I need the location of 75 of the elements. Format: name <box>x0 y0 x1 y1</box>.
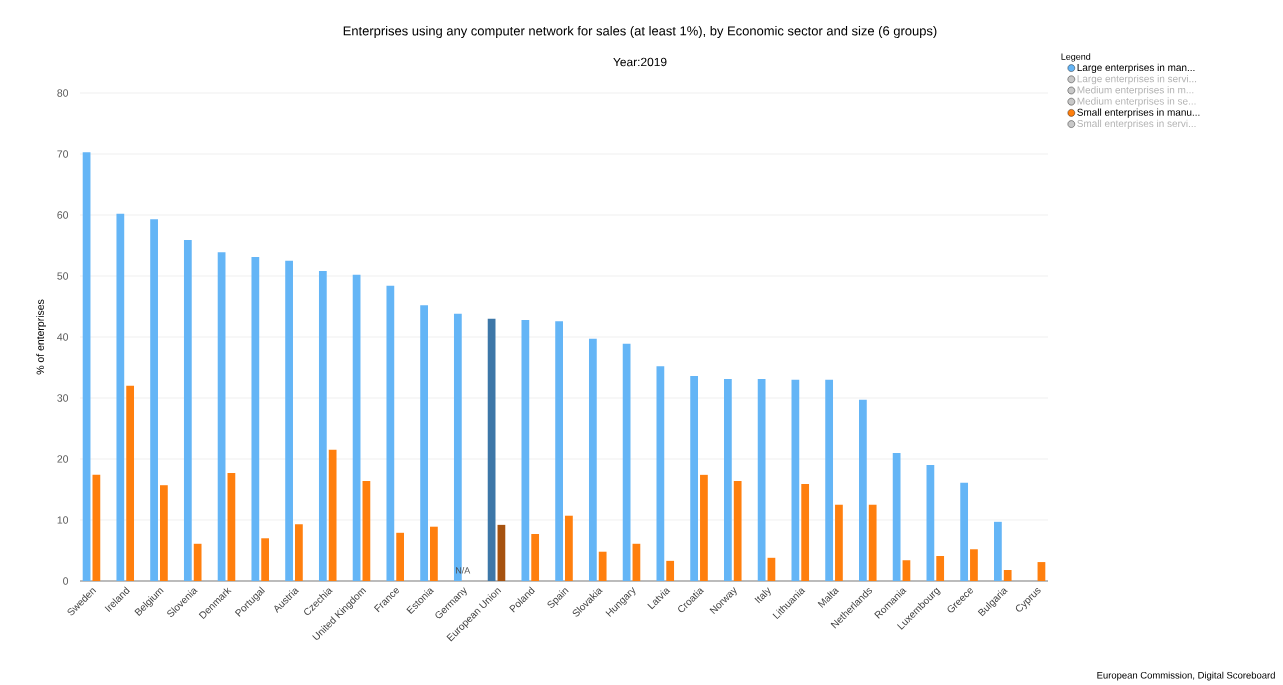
bar <box>328 449 337 581</box>
bar <box>183 240 192 581</box>
y-tick-label: 10 <box>57 516 69 524</box>
legend-label: Medium enterprises in m... <box>1077 86 1194 96</box>
bar <box>632 543 641 581</box>
bar <box>126 385 135 581</box>
bar <box>598 551 607 581</box>
chart-subtitle: Year:2019 <box>613 57 667 67</box>
bar <box>622 343 631 581</box>
bar <box>251 257 260 581</box>
y-tick-label: 60 <box>57 211 69 219</box>
bar <box>936 555 945 581</box>
legend-label: Large enterprises in servi... <box>1077 74 1197 85</box>
bar <box>555 321 563 581</box>
bar <box>666 560 675 581</box>
y-tick-label: 30 <box>57 394 69 402</box>
bar <box>261 538 270 581</box>
legend-label: Small enterprises in servi... <box>1077 119 1196 130</box>
bar <box>531 534 540 581</box>
bar <box>690 376 699 581</box>
bar <box>902 560 911 581</box>
bar <box>994 521 1002 581</box>
bar <box>757 379 766 581</box>
bar <box>521 319 530 581</box>
bar <box>868 504 877 581</box>
bar <box>1037 562 1046 581</box>
bar <box>430 526 438 581</box>
y-tick-label: 40 <box>57 333 69 341</box>
y-tick-label: 20 <box>57 455 69 463</box>
y-tick-label: 80 <box>57 89 69 97</box>
bar <box>733 480 742 581</box>
y-tick-label: 0 <box>63 577 69 585</box>
bar <box>565 515 573 581</box>
bar <box>835 504 843 581</box>
bar <box>825 379 834 581</box>
text: European Commission, Digital Scoreboard <box>1097 671 1275 681</box>
bar <box>791 379 800 581</box>
bar <box>960 482 969 581</box>
bar <box>700 474 708 581</box>
bar <box>150 219 158 581</box>
bar <box>396 532 405 581</box>
bar <box>160 485 168 581</box>
chart-title: Enterprises using any computer network for sales (at least 1%), by Economic sector and size (6 groups) <box>343 25 937 39</box>
bar <box>487 318 496 581</box>
legend-title: Legend <box>1061 53 1091 62</box>
bar <box>82 152 91 581</box>
bar <box>295 524 303 581</box>
bar <box>970 549 978 581</box>
bar <box>285 260 293 581</box>
bar <box>420 305 428 581</box>
bar <box>588 338 597 581</box>
bar <box>497 524 506 581</box>
legend-label: Large enterprises in man... <box>1077 63 1195 74</box>
bar <box>217 252 226 581</box>
bar <box>227 473 236 581</box>
bar <box>801 484 810 581</box>
bar <box>859 399 867 581</box>
bar <box>892 452 901 581</box>
bar <box>724 379 732 581</box>
y-tick-label: 70 <box>57 150 69 158</box>
legend-label: Medium enterprises in se... <box>1077 97 1196 107</box>
bar <box>362 480 371 581</box>
bar <box>926 465 935 581</box>
bar <box>656 366 665 581</box>
bar <box>318 271 327 581</box>
bar <box>116 213 125 581</box>
x-tick-label: Italy <box>754 587 771 604</box>
bar <box>386 285 395 581</box>
y-tick-label: 50 <box>57 272 69 280</box>
bar <box>92 474 101 581</box>
bar <box>352 274 361 581</box>
bar <box>193 543 202 581</box>
legend-label: Small enterprises in manu... <box>1077 108 1200 118</box>
y-axis-title: % of enterprises <box>36 299 47 375</box>
bar <box>1003 570 1012 581</box>
